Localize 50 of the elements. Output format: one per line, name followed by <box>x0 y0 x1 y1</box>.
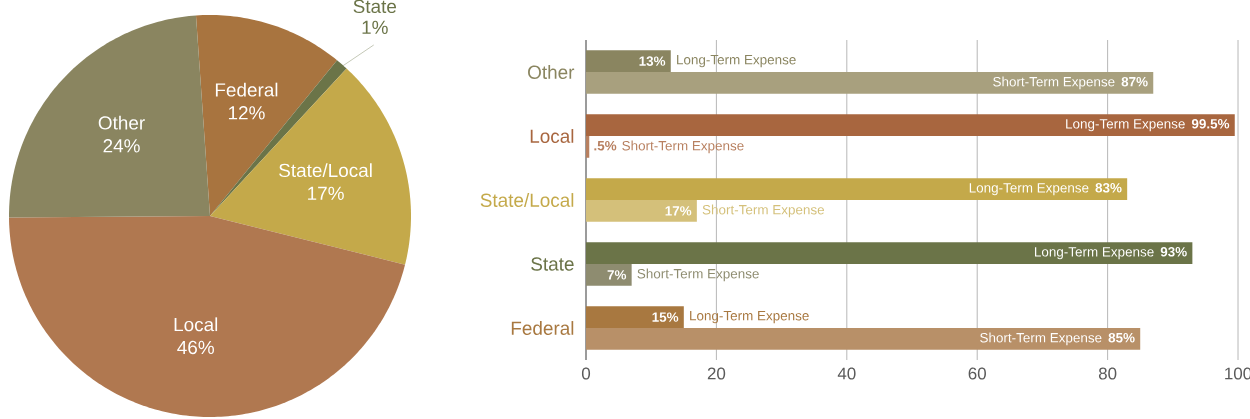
bar <box>586 264 632 286</box>
y-tick-label: State/Local <box>480 193 574 207</box>
x-tick-label: 20 <box>707 367 726 380</box>
series-label: Long-Term Expense <box>1035 247 1154 260</box>
text: Long-Term Expense <box>677 55 796 68</box>
bar <box>586 306 684 328</box>
data-label: 17% <box>308 186 344 200</box>
data-label: 93% <box>1160 247 1187 257</box>
data-label: 85% <box>1108 332 1135 343</box>
slice-label: Federal <box>215 82 278 97</box>
data-label: .5% <box>594 141 617 151</box>
data-label: 1% <box>362 20 388 34</box>
text: Short-Term Expense <box>993 76 1115 90</box>
data-label: 13% <box>639 56 666 66</box>
text: Short-Term Expense <box>622 140 744 154</box>
data-label: 46% <box>177 340 214 355</box>
data-label: 15% <box>652 312 679 322</box>
bar <box>586 328 1141 350</box>
x-tick-label: 60 <box>968 367 986 380</box>
y-tick-label: Local <box>530 129 574 143</box>
text: Long-Term Expense <box>690 311 809 324</box>
series-label: Short-Term Expense <box>980 332 1102 346</box>
data-label: 83% <box>1095 183 1122 193</box>
slice-label: State/Local <box>279 163 372 178</box>
text: Long-Term Expense <box>1066 119 1185 132</box>
bar <box>586 114 1235 136</box>
data-label: 99.5% <box>1191 119 1230 129</box>
bar <box>586 178 1128 200</box>
data-label: 7% <box>607 270 627 280</box>
y-tick-label: Federal <box>511 321 574 335</box>
slice-label: Local <box>174 317 218 332</box>
data-label: 17% <box>665 206 692 216</box>
data-label: 87% <box>1121 76 1148 87</box>
y-tick-label: Other <box>528 65 575 79</box>
bar <box>586 242 1193 264</box>
slice-label: Other <box>98 115 145 130</box>
x-tick-label: 80 <box>1098 367 1117 380</box>
bar <box>586 50 671 72</box>
x-tick-label: 40 <box>837 367 856 380</box>
x-tick-label: 0 <box>581 367 591 380</box>
data-label: 24% <box>103 139 140 153</box>
bar <box>586 200 697 222</box>
y-tick-label: State <box>531 257 574 271</box>
bar <box>586 136 590 158</box>
data-label: 12% <box>228 106 265 120</box>
text: Short-Term Expense <box>702 204 825 218</box>
text: Long-Term Expense <box>969 183 1089 196</box>
text: Short-Term Expense <box>637 268 759 282</box>
bar <box>586 72 1154 94</box>
slice-label: State <box>353 0 397 14</box>
